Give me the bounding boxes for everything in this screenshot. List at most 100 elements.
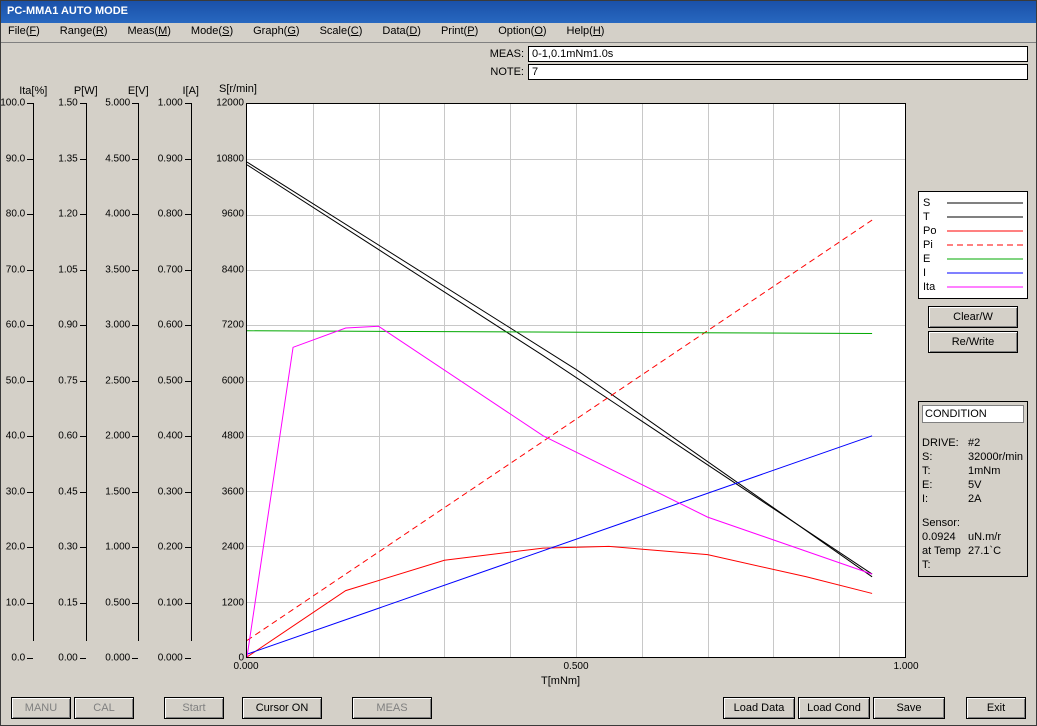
chart-ytick-4: 7200 bbox=[222, 320, 244, 331]
menu-meas[interactable]: Meas(M) bbox=[124, 24, 175, 41]
yscale-0-tick-1: 90.0 bbox=[6, 153, 25, 164]
yscale-title-0: Ita[%] bbox=[7, 85, 60, 97]
yscale-3-tick-2: 0.800 bbox=[158, 209, 183, 220]
legend-label-T: T bbox=[923, 211, 947, 223]
yscale-0-tick-4: 60.0 bbox=[6, 320, 25, 331]
main-area: Ita[%]100.090.080.070.060.050.040.030.02… bbox=[1, 81, 1036, 721]
yscale-1-tick-3: 1.05 bbox=[58, 264, 77, 275]
save-button[interactable]: Save bbox=[873, 697, 945, 719]
cond-s-k: S: bbox=[922, 451, 964, 463]
legend-row-Ita: Ita bbox=[923, 280, 1023, 294]
manu-button[interactable]: MANU bbox=[11, 697, 71, 719]
note-label: NOTE: bbox=[476, 66, 524, 78]
cond-i-v: 2A bbox=[968, 493, 981, 505]
menu-graph[interactable]: Graph(G) bbox=[249, 24, 303, 41]
yscale-2-tick-0: 5.000 bbox=[105, 98, 130, 109]
cond-sensor-u: uN.m/r bbox=[968, 531, 1001, 543]
legend-row-S: S bbox=[923, 196, 1023, 210]
chart-y-ticks: 1200010800960084007200600048003600240012… bbox=[216, 103, 246, 658]
yscale-2-tick-7: 1.500 bbox=[105, 486, 130, 497]
legend-label-I: I bbox=[923, 267, 947, 279]
chart-ytick-9: 1200 bbox=[222, 597, 244, 608]
chart-xtick-1: 0.500 bbox=[563, 661, 588, 672]
legend-label-Po: Po bbox=[923, 225, 947, 237]
yscale-0-tick-10: 0.0 bbox=[11, 653, 25, 664]
yscale-2-tick-4: 3.000 bbox=[105, 320, 130, 331]
legend-line-I bbox=[947, 267, 1023, 279]
yscale-3-tick-9: 0.100 bbox=[158, 597, 183, 608]
legend-line-Pi bbox=[947, 239, 1023, 251]
yscale-3: I[A]1.0000.9000.8000.7000.6000.5000.4000… bbox=[165, 81, 218, 671]
yscale-2: E[V]5.0004.5004.0003.5003.0002.5002.0001… bbox=[112, 81, 165, 671]
menu-print[interactable]: Print(P) bbox=[437, 24, 482, 41]
menu-option[interactable]: Option(O) bbox=[494, 24, 550, 41]
yscale-3-tick-6: 0.400 bbox=[158, 431, 183, 442]
menubar: File(F) Range(R) Meas(M) Mode(S) Graph(G) Sca… bbox=[1, 23, 1036, 43]
yscale-3-tick-4: 0.600 bbox=[158, 320, 183, 331]
cond-tt-k: T: bbox=[922, 559, 964, 571]
legend-line-E bbox=[947, 253, 1023, 265]
yscale-2-tick-10: 0.000 bbox=[105, 653, 130, 664]
menu-range[interactable]: Range(R) bbox=[56, 24, 112, 41]
yscale-0-tick-7: 30.0 bbox=[6, 486, 25, 497]
titlebar: PC-MMA1 AUTO MODE bbox=[1, 1, 1036, 23]
cond-t-v: 1mNm bbox=[968, 465, 1000, 477]
menu-scale[interactable]: Scale(C) bbox=[316, 24, 367, 41]
yscale-3-tick-1: 0.900 bbox=[158, 153, 183, 164]
note-field[interactable] bbox=[528, 64, 1028, 80]
yscale-0-tick-3: 70.0 bbox=[6, 264, 25, 275]
clear-button[interactable]: Clear/W bbox=[928, 306, 1018, 328]
legend-line-S bbox=[947, 197, 1023, 209]
meas-button[interactable]: MEAS bbox=[352, 697, 432, 719]
series-Pi bbox=[247, 220, 872, 640]
yscale-3-tick-0: 1.000 bbox=[158, 98, 183, 109]
menu-mode[interactable]: Mode(S) bbox=[187, 24, 237, 41]
legend-row-Pi: Pi bbox=[923, 238, 1023, 252]
yscale-1-tick-9: 0.15 bbox=[58, 597, 77, 608]
cond-drive-k: DRIVE: bbox=[922, 437, 964, 449]
chart-xtick-2: 1.000 bbox=[893, 661, 918, 672]
yscale-1-tick-2: 1.20 bbox=[58, 209, 77, 220]
yscale-1-tick-6: 0.60 bbox=[58, 431, 77, 442]
menu-file[interactable]: File(F) bbox=[4, 24, 44, 41]
yscale-0-tick-5: 50.0 bbox=[6, 375, 25, 386]
yscale-title-3: I[A] bbox=[165, 85, 218, 97]
start-button[interactable]: Start bbox=[164, 697, 224, 719]
cond-sensor-k: Sensor: bbox=[922, 517, 960, 529]
legend-line-T bbox=[947, 211, 1023, 223]
cal-button[interactable]: CAL bbox=[74, 697, 134, 719]
yscale-0: Ita[%]100.090.080.070.060.050.040.030.02… bbox=[7, 81, 60, 671]
cond-temp-v: 27.1`C bbox=[968, 545, 1001, 557]
chart-xtick-0: 0.000 bbox=[233, 661, 258, 672]
yscale-3-tick-5: 0.500 bbox=[158, 375, 183, 386]
menu-help[interactable]: Help(H) bbox=[563, 24, 609, 41]
yscale-3-tick-10: 0.000 bbox=[158, 653, 183, 664]
legend-label-E: E bbox=[923, 253, 947, 265]
cond-temp-k: at Temp bbox=[922, 545, 964, 557]
series-Ita bbox=[247, 326, 872, 657]
cond-drive-v: #2 bbox=[968, 437, 980, 449]
cursor-on-button[interactable]: Cursor ON bbox=[242, 697, 322, 719]
chart-ytick-5: 6000 bbox=[222, 375, 244, 386]
chart-ytick-8: 2400 bbox=[222, 542, 244, 553]
meas-label: MEAS: bbox=[476, 48, 524, 60]
yscale-2-tick-9: 0.500 bbox=[105, 597, 130, 608]
legend-label-Pi: Pi bbox=[923, 239, 947, 251]
load-cond-button[interactable]: Load Cond bbox=[798, 697, 870, 719]
load-data-button[interactable]: Load Data bbox=[723, 697, 795, 719]
meas-field[interactable] bbox=[528, 46, 1028, 62]
exit-button[interactable]: Exit bbox=[966, 697, 1026, 719]
yscale-1-tick-10: 0.00 bbox=[58, 653, 77, 664]
cond-sensor-v: 0.0924 bbox=[922, 531, 964, 543]
chart-ytick-3: 8400 bbox=[222, 264, 244, 275]
window-title: PC-MMA1 AUTO MODE bbox=[7, 5, 128, 17]
yscale-2-tick-2: 4.000 bbox=[105, 209, 130, 220]
yscale-0-tick-6: 40.0 bbox=[6, 431, 25, 442]
yscale-title-1: P[W] bbox=[60, 85, 113, 97]
rewrite-button[interactable]: Re/Write bbox=[928, 331, 1018, 353]
yscale-1: P[W]1.501.351.201.050.900.750.600.450.30… bbox=[60, 81, 113, 671]
yscale-3-tick-7: 0.300 bbox=[158, 486, 183, 497]
menu-data[interactable]: Data(D) bbox=[378, 24, 425, 41]
cond-e-k: E: bbox=[922, 479, 964, 491]
cond-e-v: 5V bbox=[968, 479, 981, 491]
